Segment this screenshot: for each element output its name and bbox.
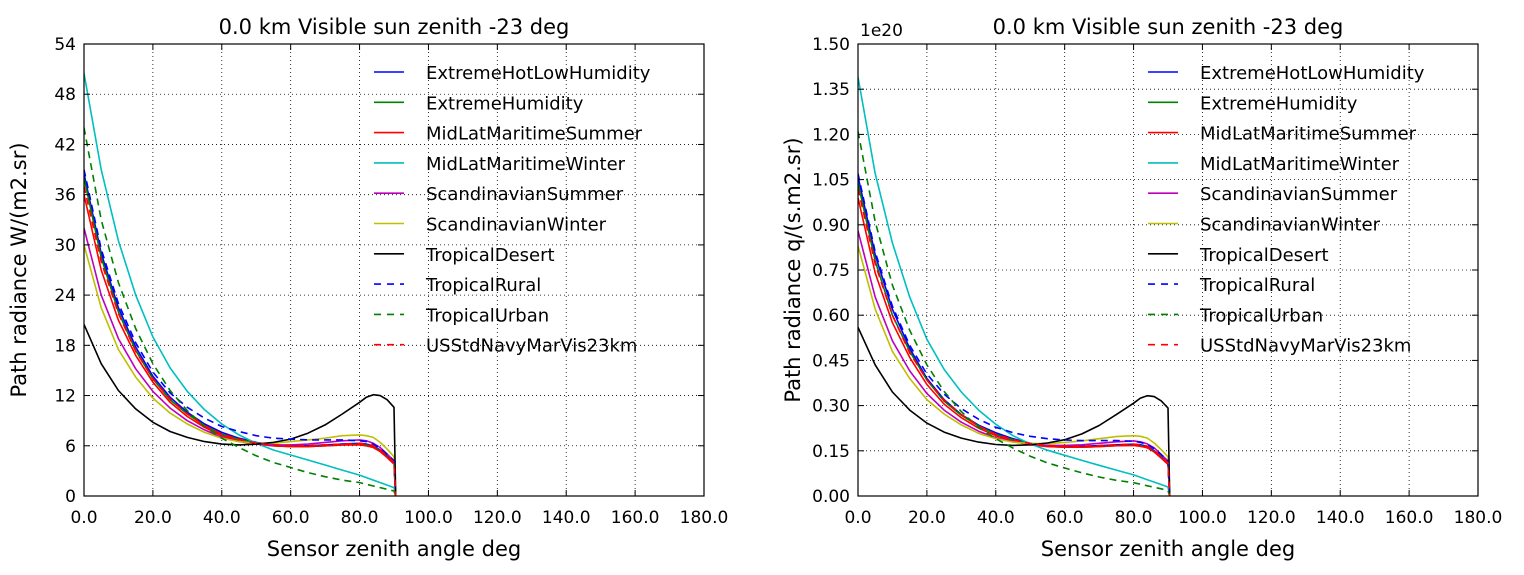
- series-line-TropicalDesert: [858, 326, 1171, 496]
- x-tick-label: 140.0: [1316, 508, 1365, 528]
- legend-label: MidLatMaritimeWinter: [1200, 154, 1400, 175]
- legend-label: ScandinavianSummer: [1200, 184, 1398, 205]
- legend-label: ScandinavianWinter: [426, 215, 607, 236]
- y-tick-label: 48: [54, 85, 76, 105]
- y-tick-label: 1.05: [812, 171, 850, 191]
- series-line-TropicalRural: [858, 173, 1171, 496]
- legend-label: TropicalUrban: [1199, 305, 1323, 326]
- legend-label: TropicalDesert: [425, 245, 555, 266]
- x-tick-label: 20.0: [908, 508, 946, 528]
- legend-label: ScandinavianSummer: [426, 184, 624, 205]
- y-tick-label: 1.50: [812, 35, 850, 55]
- x-axis-label: Sensor zenith angle deg: [267, 537, 521, 561]
- legend-label: USStdNavyMarVis23km: [426, 336, 637, 357]
- legend-label: TropicalRural: [425, 275, 541, 296]
- legend-label: TropicalDesert: [1199, 245, 1329, 266]
- x-axis-label: Sensor zenith angle deg: [1041, 537, 1295, 561]
- x-tick-label: 180.0: [680, 508, 729, 528]
- series-group: [84, 73, 397, 496]
- y-tick-label: 0.60: [812, 306, 850, 326]
- left-chart-panel: 0.0 20.0 40.0 60.0 80.0 100.0 120.0 140.0 160.0 1…: [7, 15, 728, 561]
- x-tick-label: 160.0: [611, 508, 660, 528]
- series-line-TropicalUrban: [84, 127, 397, 496]
- legend-label: ExtremeHumidity: [1200, 93, 1358, 114]
- x-tick-label: 100.0: [1178, 508, 1227, 528]
- series-line-ScandinavianWinter: [84, 244, 397, 496]
- y-tick-label: 0.00: [812, 487, 850, 507]
- series-line-MidLatMaritimeWinter: [84, 73, 397, 496]
- series-line-TropicalRural: [84, 169, 397, 496]
- x-tick-label: 20.0: [134, 508, 172, 528]
- series-line-TropicalDesert: [84, 324, 397, 496]
- axes-frame: [83, 43, 705, 497]
- y-tick-label: 36: [54, 186, 76, 206]
- y-tick-label: 1.35: [812, 80, 850, 100]
- y-tick-label: 0: [65, 487, 76, 507]
- y-tick-label: 18: [54, 336, 76, 356]
- y-tick-label: 0.75: [812, 261, 850, 281]
- series-line-ExtremeHumidity: [858, 182, 1171, 496]
- y-tick-label: 6: [65, 437, 76, 457]
- y-tick-label: 0.15: [812, 442, 850, 462]
- x-tick-label: 100.0: [404, 508, 453, 528]
- series-line-ExtremeHotLowHumidity: [84, 173, 397, 496]
- legend-label: TropicalRural: [1199, 275, 1315, 296]
- legend-label: ExtremeHotLowHumidity: [1200, 63, 1425, 84]
- x-tick-label: 180.0: [1454, 508, 1503, 528]
- chart-title: 0.0 km Visible sun zenith -23 deg: [993, 15, 1344, 39]
- legend-label: MidLatMaritimeSummer: [1200, 124, 1417, 145]
- x-tick-label: 0.0: [844, 508, 871, 528]
- y-tick-label: 24: [54, 286, 76, 306]
- y-tick-label: 0.30: [812, 397, 850, 417]
- series-line-TropicalUrban: [858, 131, 1171, 496]
- y-scale-offset-label: 1e20: [860, 21, 903, 41]
- y-tick-label: 12: [54, 387, 76, 407]
- series-line-MidLatMaritimeSummer: [858, 197, 1171, 496]
- y-tick-label: 42: [54, 135, 76, 155]
- x-tick-label: 160.0: [1385, 508, 1434, 528]
- x-tick-label: 40.0: [977, 508, 1015, 528]
- x-tick-label: 40.0: [203, 508, 241, 528]
- x-tick-label: 0.0: [70, 508, 97, 528]
- series-line-MidLatMaritimeSummer: [84, 194, 397, 496]
- y-tick-label: 54: [54, 35, 76, 55]
- x-tick-label: 140.0: [542, 508, 591, 528]
- legend-label: TropicalUrban: [425, 305, 549, 326]
- series-line-USStdNavyMarVis23km: [858, 188, 1171, 496]
- x-tick-label: 60.0: [1046, 508, 1084, 528]
- x-tick-label: 80.0: [1115, 508, 1153, 528]
- y-tick-label: 0.90: [812, 216, 850, 236]
- series-line-ScandinavianSummer: [84, 227, 397, 496]
- y-tick-label: 0.45: [812, 351, 850, 371]
- legend-label: ScandinavianWinter: [1200, 215, 1381, 236]
- y-tick-label: 1.20: [812, 125, 850, 145]
- legend-label: MidLatMaritimeWinter: [426, 154, 626, 175]
- series-line-USStdNavyMarVis23km: [84, 186, 397, 496]
- chart-title: 0.0 km Visible sun zenith -23 deg: [219, 15, 570, 39]
- legend-label: ExtremeHotLowHumidity: [426, 63, 651, 84]
- right-chart-panel: 0.0 20.0 40.0 60.0 80.0 100.0 120.0 140.0 160.0 1…: [781, 15, 1502, 561]
- legend-label: USStdNavyMarVis23km: [1200, 336, 1411, 357]
- y-axis-label: Path radiance W/(m2.sr): [7, 142, 31, 397]
- x-tick-label: 120.0: [473, 508, 522, 528]
- y-axis-label: Path radiance q/(s.m2.sr): [781, 137, 805, 402]
- legend-label: MidLatMaritimeSummer: [426, 124, 643, 145]
- x-tick-label: 60.0: [272, 508, 310, 528]
- y-tick-label: 30: [54, 236, 76, 256]
- series-group: [858, 76, 1171, 496]
- legend-label: ExtremeHumidity: [426, 93, 584, 114]
- x-tick-label: 120.0: [1247, 508, 1296, 528]
- series-line-ScandinavianSummer: [858, 230, 1171, 496]
- series-line-MidLatMaritimeWinter: [858, 76, 1171, 496]
- x-tick-label: 80.0: [341, 508, 379, 528]
